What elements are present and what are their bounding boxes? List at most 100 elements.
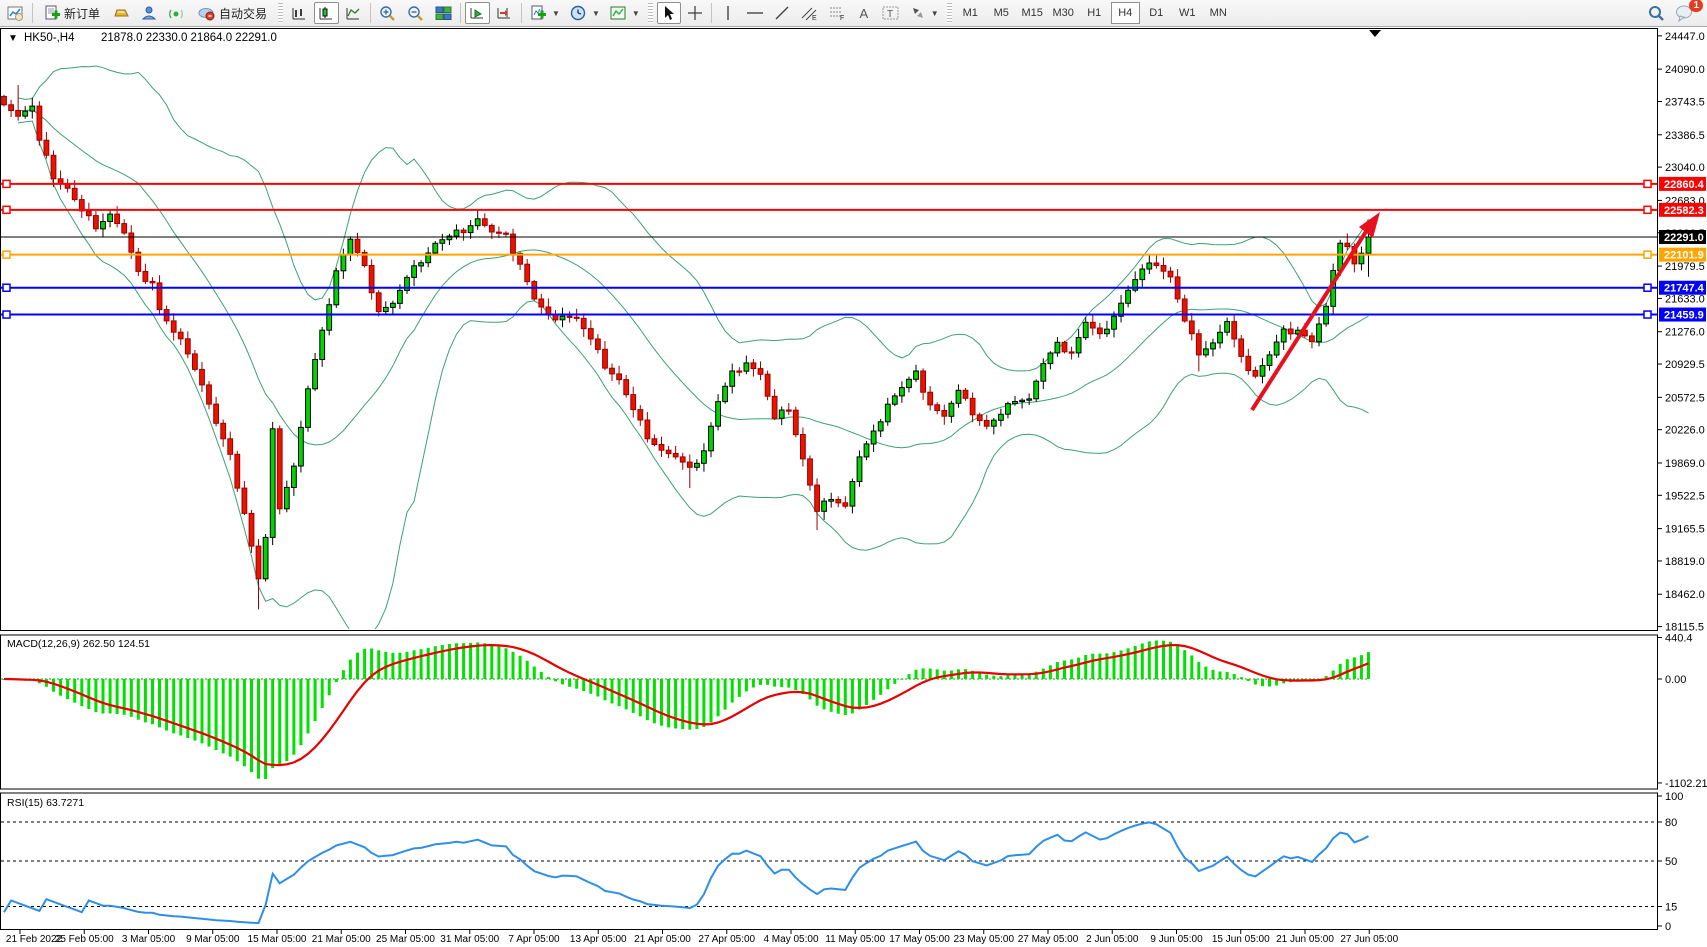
trend-arrow-head[interactable] xyxy=(1359,212,1380,238)
chart-collapse-icon[interactable]: ▼ xyxy=(8,33,18,44)
bollinger-lower-band[interactable] xyxy=(18,120,1369,638)
time-axis-label[interactable]: 4 May 05:00 xyxy=(763,934,818,945)
zoom-out-button[interactable] xyxy=(403,2,429,24)
macd-bar xyxy=(1027,673,1031,679)
level-handle[interactable] xyxy=(2,310,11,319)
time-axis-label[interactable]: 27 Jun 05:00 xyxy=(1340,934,1398,945)
horizontal-line-button[interactable] xyxy=(742,2,768,24)
chat-button[interactable]: 1 xyxy=(1671,0,1703,24)
candlestick-chart-button[interactable] xyxy=(314,2,340,24)
time-axis-label[interactable]: 2 Jun 05:00 xyxy=(1086,934,1139,945)
tab-timeframe-M15[interactable]: M15 xyxy=(1021,7,1043,19)
time-axis-label[interactable]: 17 May 05:00 xyxy=(889,934,950,945)
level-handle[interactable] xyxy=(2,283,11,292)
macd-bar xyxy=(971,670,975,679)
tab-timeframe-W1[interactable]: W1 xyxy=(1178,7,1196,19)
periods-button[interactable]: ▼ xyxy=(566,2,604,24)
autotrade-icon xyxy=(198,7,215,20)
candle-down xyxy=(602,348,608,369)
time-axis-label[interactable]: 9 Jun 05:00 xyxy=(1150,934,1203,945)
level-handle[interactable] xyxy=(1643,310,1652,319)
macd-bar xyxy=(1253,679,1257,685)
indicators-button[interactable]: ▼ xyxy=(526,2,564,24)
zoom-in-button[interactable] xyxy=(375,2,401,24)
price-axis-label: 20572.5 xyxy=(1665,392,1705,404)
templates-button[interactable]: ▼ xyxy=(606,2,644,24)
macd-bar xyxy=(1261,679,1264,687)
candle-up xyxy=(397,289,403,304)
autotrade-button[interactable]: 自动交易 xyxy=(191,2,274,24)
bollinger-middle-band[interactable] xyxy=(18,109,1369,449)
macd-bar xyxy=(377,650,381,679)
channel-button[interactable]: E xyxy=(796,2,822,24)
deposit-button[interactable] xyxy=(109,2,135,24)
chart-area[interactable]: 24447.0 24090.0 23743.5 23386.5 23040.0 22683… xyxy=(0,27,1707,947)
time-axis-label[interactable]: 27 Apr 05:00 xyxy=(698,934,755,945)
chart-window-icon[interactable] xyxy=(3,2,28,24)
time-axis-label[interactable]: 13 Apr 05:00 xyxy=(570,934,627,945)
time-axis-label[interactable]: 7 Apr 05:00 xyxy=(508,934,560,945)
line-chart-button[interactable] xyxy=(341,2,366,24)
time-axis-label[interactable]: 23 May 05:00 xyxy=(953,934,1014,945)
tab-timeframe-H1[interactable]: H1 xyxy=(1087,7,1102,19)
tile-windows-button[interactable] xyxy=(431,2,456,24)
level-badge xyxy=(1659,247,1706,262)
candle-up xyxy=(1104,328,1110,335)
level-handle[interactable] xyxy=(1643,250,1652,259)
tab-timeframe-M30[interactable]: M30 xyxy=(1052,7,1074,19)
fibonacci-button[interactable]: F xyxy=(824,2,850,24)
text-button[interactable]: A xyxy=(852,2,876,24)
zoom-in-icon xyxy=(380,5,395,21)
level-handle[interactable] xyxy=(2,179,11,189)
crosshair-button[interactable] xyxy=(683,2,707,24)
vertical-line-button[interactable] xyxy=(716,2,740,24)
toolbar-grip[interactable] xyxy=(647,3,653,23)
tab-timeframe-M1[interactable]: M1 xyxy=(962,7,978,19)
time-axis-label[interactable]: 31 Mar 05:00 xyxy=(440,934,499,945)
time-axis-label[interactable]: 21 Apr 05:00 xyxy=(634,934,691,945)
chart-shift-button[interactable] xyxy=(492,2,517,24)
accounts-button[interactable] xyxy=(137,2,162,24)
trend-arrow-line[interactable] xyxy=(1250,228,1369,412)
time-axis-label[interactable]: 9 Mar 05:00 xyxy=(186,934,240,945)
time-axis-label[interactable]: 21 Mar 05:00 xyxy=(312,934,371,945)
new-order-button[interactable]: 新订单 xyxy=(37,2,107,24)
time-axis-label[interactable]: 25 Mar 05:00 xyxy=(376,934,435,945)
time-axis-label[interactable]: 21 Feb 2022 xyxy=(6,934,63,945)
toolbar-grip[interactable] xyxy=(946,3,952,23)
signals-button[interactable] xyxy=(164,2,189,24)
tab-timeframe-D1[interactable]: D1 xyxy=(1149,7,1164,19)
tab-timeframe-MN[interactable]: MN xyxy=(1209,7,1227,19)
candle-up xyxy=(319,329,326,361)
time-axis-label[interactable]: 15 Mar 05:00 xyxy=(248,934,307,945)
level-badge-text: 22101.9 xyxy=(1664,250,1704,262)
chart-canvas[interactable]: 24447.024090.023743.523386.523040.022683… xyxy=(0,27,1707,947)
search-button[interactable] xyxy=(1643,2,1669,24)
trendline-button[interactable] xyxy=(770,2,794,24)
candle-down xyxy=(637,409,644,421)
time-axis-label[interactable]: 21 Jun 05:00 xyxy=(1276,934,1334,945)
arrows-button[interactable]: ▼ xyxy=(906,2,943,24)
time-axis-label[interactable]: 27 May 05:00 xyxy=(1018,934,1079,945)
candle-down xyxy=(368,265,375,294)
clock-icon xyxy=(570,5,586,20)
time-axis-label[interactable]: 3 Mar 05:00 xyxy=(122,934,176,945)
level-handle[interactable] xyxy=(1643,179,1652,189)
cursor-button[interactable] xyxy=(656,2,681,24)
level-handle[interactable] xyxy=(1643,283,1652,292)
bar-chart-button[interactable] xyxy=(287,2,312,24)
macd-bar xyxy=(865,679,868,705)
level-handle[interactable] xyxy=(2,205,11,215)
autoscroll-button[interactable] xyxy=(465,2,491,24)
text-label-button[interactable]: T xyxy=(878,2,904,24)
level-handle[interactable] xyxy=(2,250,11,259)
bollinger-upper-band[interactable] xyxy=(18,65,1369,372)
tab-timeframe-H4[interactable]: H4 xyxy=(1110,2,1140,24)
time-axis-label[interactable]: 11 May 05:00 xyxy=(825,934,885,945)
toolbar-grip[interactable] xyxy=(278,3,284,23)
time-axis-label[interactable]: 15 Jun 05:00 xyxy=(1212,934,1270,945)
tab-timeframe-M5[interactable]: M5 xyxy=(993,7,1009,19)
candle-down xyxy=(807,458,813,486)
time-axis-label[interactable]: 25 Feb 05:00 xyxy=(55,934,114,945)
level-handle[interactable] xyxy=(1643,205,1652,215)
